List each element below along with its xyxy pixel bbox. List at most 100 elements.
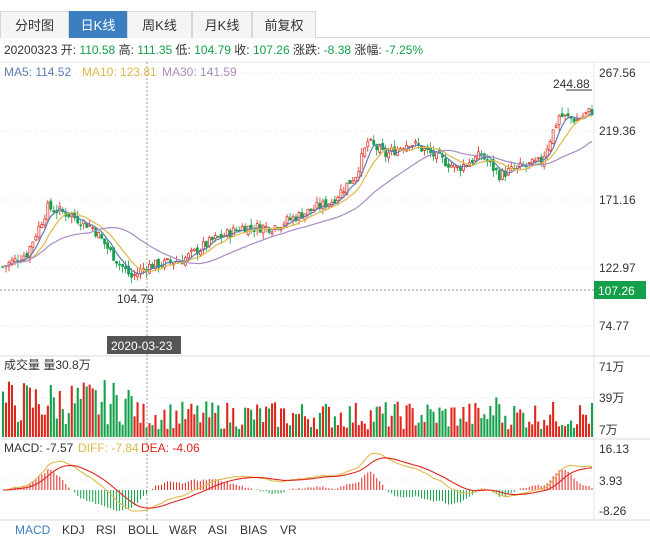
pct-value: -7.25% [385, 43, 424, 57]
volume-bar [151, 425, 154, 437]
volume-bar [303, 416, 307, 437]
crosshair-date-box [107, 336, 181, 354]
volume-bar [396, 401, 399, 437]
tab-intraday[interactable]: 分时图 [0, 11, 69, 38]
candle-body [198, 250, 202, 256]
candle-body [79, 224, 83, 227]
volume-bar [1, 391, 5, 437]
quote-date: 20200323 [4, 43, 58, 57]
volume-bar [34, 389, 37, 437]
indicator-tab-wr[interactable]: W&R [169, 523, 197, 537]
candle-body [557, 115, 561, 125]
candle-body [288, 217, 292, 221]
candle-body [506, 168, 510, 176]
volume-bar [64, 424, 67, 437]
volume-bar [244, 407, 247, 437]
pct-label: 涨幅: [354, 43, 382, 57]
indicator-tab-kdj[interactable]: KDJ [62, 523, 85, 537]
volume-bar [196, 405, 199, 437]
tab-forward-adjusted[interactable]: 前复权 [252, 11, 316, 38]
candle-body [37, 225, 41, 238]
volume-bar [268, 408, 271, 437]
macd-label: MACD: -7.57 [4, 441, 74, 455]
volume-bar [157, 429, 160, 437]
volume-bar [118, 421, 121, 437]
tab-weekly-k[interactable]: 周K线 [127, 11, 192, 38]
candle-body [548, 141, 552, 151]
candle-body [67, 213, 71, 217]
indicator-tab-rsi[interactable]: RSI [96, 523, 117, 537]
candle-body [121, 264, 124, 267]
volume-bar [91, 388, 94, 437]
indicator-tab-vr[interactable]: VR [280, 523, 297, 537]
volume-bar [187, 409, 190, 437]
volume-bar [354, 402, 357, 437]
candle-body [130, 272, 133, 278]
volume-bar [139, 422, 142, 437]
candle-body [97, 232, 101, 239]
volume-bar [342, 426, 345, 437]
volume-bar [193, 414, 196, 437]
candle-body [545, 148, 549, 157]
volume-bar [339, 412, 342, 437]
candle-body [100, 234, 104, 239]
indicator-tab-boll[interactable]: BOLL [128, 523, 159, 537]
volume-bar [61, 409, 64, 437]
volume-bar [414, 425, 417, 437]
candle-body [560, 113, 564, 117]
candle-body [462, 164, 465, 171]
volume-bar [259, 408, 262, 437]
volume-bar [384, 402, 387, 437]
volume-bar [531, 424, 534, 437]
ma5-label: MA5: 114.52 [4, 65, 71, 79]
candle-body [166, 258, 169, 261]
diff-line [2, 452, 593, 512]
candle-body [572, 118, 576, 123]
volume-bar [420, 414, 423, 437]
volume-bar [274, 402, 277, 437]
volume-bar [357, 425, 360, 437]
indicator-tab-macd[interactable]: MACD [15, 523, 51, 537]
candle-body [563, 114, 567, 117]
volume-bar [534, 405, 537, 437]
volume-bar [166, 428, 169, 437]
volume-bar [570, 420, 573, 437]
volume-bar [285, 423, 289, 437]
candle-body [297, 212, 301, 221]
candle-body [31, 241, 35, 248]
tab-daily-k[interactable]: 日K线 [69, 11, 127, 38]
candle-body [157, 259, 160, 269]
volume-bar [202, 412, 205, 437]
volume-bar [25, 385, 28, 437]
volume-bar [163, 409, 166, 437]
ma30-line [2, 140, 593, 268]
price-tick-5: 74.77 [599, 319, 629, 333]
candle-body [210, 236, 214, 241]
volume-bar [417, 422, 420, 437]
volume-bar [223, 428, 226, 437]
candlestick-series [1, 105, 594, 284]
volume-bar [199, 422, 202, 437]
volume-bar [175, 410, 178, 437]
volume-bar [133, 416, 136, 437]
candle-body [192, 248, 196, 251]
indicator-tab-bias[interactable]: BIAS [240, 523, 268, 537]
ma10-line [2, 115, 593, 272]
tab-monthly-k[interactable]: 月K线 [192, 11, 252, 38]
indicator-tab-asi[interactable]: ASI [208, 523, 228, 537]
volume-bar [121, 424, 124, 437]
candle-body [309, 208, 313, 212]
volume-bar [381, 413, 384, 437]
volume-bar [447, 426, 450, 437]
volume-bar [58, 390, 61, 437]
volume-bar [327, 406, 330, 437]
candle-body [366, 141, 370, 148]
volume-bar [375, 406, 378, 437]
candle-body [387, 152, 391, 159]
high-value: 111.35 [137, 43, 173, 57]
candle-body [285, 216, 289, 224]
candle-body [88, 224, 92, 227]
candle-body [312, 209, 316, 211]
candle-body [482, 153, 486, 160]
